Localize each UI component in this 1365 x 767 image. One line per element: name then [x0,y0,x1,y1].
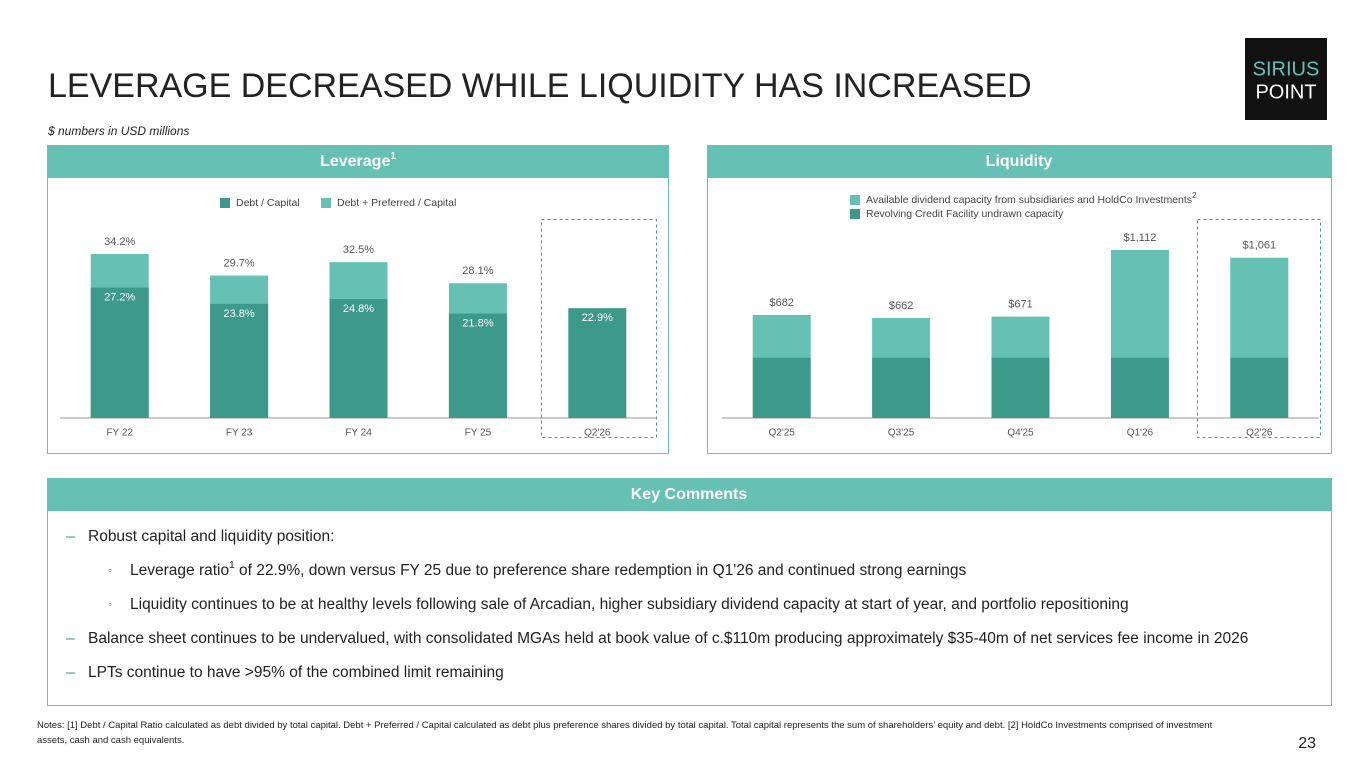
legend-swatch [850,209,860,219]
sub-note: 1 [229,560,235,571]
total-label: $1,112 [1123,232,1156,244]
bar-segment [1230,257,1289,358]
data-label: 24.8% [343,303,374,315]
data-label: 22.9% [582,312,613,324]
title-note: 1 [390,151,396,162]
bar-segment [991,316,1050,358]
panel-title: Leverage1 [320,151,396,171]
bar [329,299,388,418]
title-text: Liquidity [986,153,1053,170]
legend-text: Debt / Capital [236,197,300,209]
legend-text: Available dividend capacity from subsidi… [866,194,1192,206]
legend-label: Debt + Preferred / Capital [337,197,456,209]
sub-rest: of 22.9%, down versus FY 25 due to prefe… [235,562,967,579]
bar-segment [872,357,931,418]
bar-segment [752,314,811,358]
panel-header [47,478,1332,511]
highlight-box [541,219,657,438]
comment: Robust capital and liquidity position: [88,528,334,545]
sub-text: Leverage ratio [130,562,229,579]
data-label: 34.2% [104,236,135,248]
logo-box [1245,38,1327,120]
data-label: 21.8% [462,317,493,329]
legend-swatch [220,198,230,208]
data-label: 29.7% [223,257,254,269]
total-label: $671 [1008,299,1032,311]
total-label: $662 [889,300,913,312]
bar [448,313,507,418]
total-label: $1,061 [1242,240,1276,252]
bullet: ◦ [108,563,112,577]
bar-segment [1110,357,1169,418]
data-label: 23.8% [223,308,254,320]
bar [568,308,627,418]
data-label: 27.2% [104,291,135,303]
bar-segment [752,357,811,418]
legend-text: Debt + Preferred / Capital [337,197,456,209]
logo-top: SIRIUS [1253,58,1320,80]
x-tick-label: FY 23 [226,428,253,439]
legend-text: Revolving Credit Facility undrawn capaci… [866,208,1064,220]
bar-segment [872,317,931,358]
legend-label: Available dividend capacity from subsidi… [866,191,1197,206]
title-text: Leverage [320,153,390,170]
bar [210,303,269,418]
panel-header [707,145,1332,178]
highlight-box [1197,219,1321,438]
legend-note: 2 [1192,191,1197,200]
bar-segment [1230,357,1289,418]
notes: Notes: [1] Debt / Capital Ratio calculat… [37,720,1213,746]
sub-comment: Leverage ratio1 of 22.9%, down versus FY… [130,560,967,579]
panel-title: Key Comments [631,486,748,503]
panel-title: Liquidity [986,153,1053,170]
x-tick-label: Q1'26 [1127,428,1154,439]
x-tick-label: Q3'25 [888,428,915,439]
legend-label: Debt / Capital [236,197,300,209]
x-tick-label: FY 22 [106,428,133,439]
x-tick-label: Q4'25 [1007,428,1034,439]
dash: – [66,630,75,647]
x-tick-label: Q2'26 [1246,428,1273,439]
slide-title: LEVERAGE DECREASED WHILE LIQUIDITY HAS I… [48,67,1032,105]
sub-text: Liquidity continues to be at healthy lev… [130,596,1129,613]
logo-bottom: POINT [1255,81,1316,103]
comment: LPTs continue to have >95% of the combin… [88,664,504,681]
legend-swatch [321,198,331,208]
comment: Balance sheet continues to be undervalue… [88,630,1248,647]
bar-segment [991,357,1050,418]
data-label: 32.5% [343,244,374,256]
page-number: 23 [1298,735,1316,752]
bar [90,287,149,418]
sub-comment: Liquidity continues to be at healthy lev… [130,596,1129,613]
x-tick-label: FY 24 [345,428,372,439]
legend-swatch [850,195,860,205]
bar-segment [1110,250,1169,358]
x-tick-label: Q2'25 [769,428,796,439]
dash: – [66,664,75,681]
panel-header [47,145,669,178]
x-tick-label: FY 25 [465,428,492,439]
x-tick-label: Q2'26 [584,428,611,439]
subtitle: $ numbers in USD millions [47,124,189,138]
data-label: 28.1% [462,265,493,277]
dash: – [66,528,75,545]
total-label: $682 [769,297,793,309]
legend-label: Revolving Credit Facility undrawn capaci… [866,208,1064,220]
bullet: ◦ [108,597,112,611]
